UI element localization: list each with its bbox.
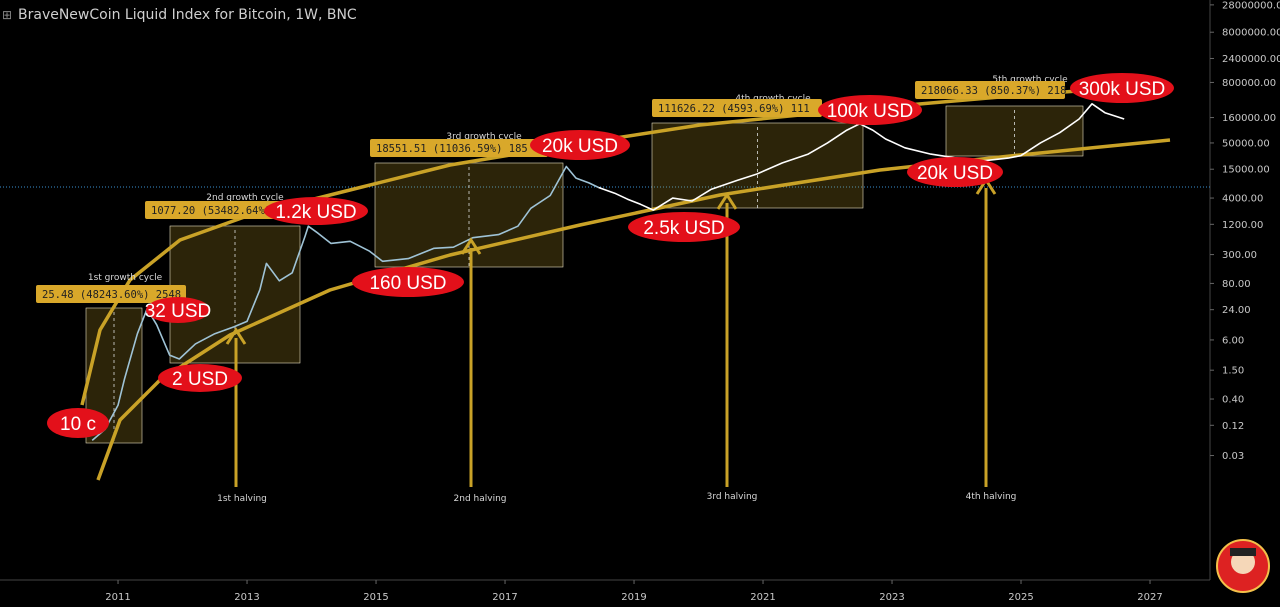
x-tick-label: 2023: [879, 592, 904, 603]
x-tick-label: 2015: [363, 592, 388, 603]
y-tick-label: 1.50: [1222, 366, 1244, 377]
y-tick-label: 6.00: [1222, 335, 1244, 346]
halving-arrowhead: [225, 327, 247, 345]
price-bubble-label: 1.2k USD: [275, 202, 356, 223]
measure-box: [36, 285, 186, 303]
halving-label: 1st halving: [217, 494, 267, 504]
x-tick-label: 2011: [105, 592, 130, 603]
price-bubble-label: 100k USD: [827, 101, 914, 122]
price-bubble-label: 32 USD: [145, 301, 212, 322]
price-bubble: [264, 197, 368, 225]
price-bubble-label: 20k USD: [542, 136, 618, 157]
y-tick-label: 24.00: [1222, 305, 1251, 316]
y-tick-label: 50000.00: [1222, 138, 1270, 149]
x-tick-label: 2021: [750, 592, 775, 603]
price-bubble: [352, 267, 464, 297]
halving-label: 3rd halving: [707, 492, 758, 502]
y-tick-label: 2400000.00: [1222, 54, 1280, 65]
price-bubble: [530, 130, 630, 160]
x-tick-label: 2017: [492, 592, 517, 603]
price-bubble: [818, 95, 922, 125]
price-bubble-label: 2 USD: [172, 369, 228, 390]
price-bubble: [47, 408, 109, 438]
measure-label: 218066.33 (850.37%) 218: [921, 85, 1066, 97]
measure-label: 25.48 (48243.60%) 2548: [42, 289, 181, 301]
growth-cycle-label: 1st growth cycle: [88, 273, 163, 283]
overlays: 1st growth cycle 2nd growth cycle 3rd grow…: [36, 73, 1174, 504]
chart-title: BraveNewCoin Liquid Index for Bitcoin, 1…: [18, 7, 357, 23]
y-tick-label: 0.12: [1222, 421, 1244, 432]
growth-cycle-label: 3rd growth cycle: [446, 132, 522, 142]
y-tick-label: 160000.00: [1222, 113, 1276, 124]
logo: [1216, 539, 1270, 593]
y-tick-label: 15000.00: [1222, 165, 1270, 176]
y-tick-label: 8000000.00: [1222, 28, 1280, 39]
icon: ⊞: [2, 8, 12, 22]
x-tick-label: 2025: [1008, 592, 1033, 603]
price-bubble: [158, 364, 242, 392]
growth-cycle-label: 5th growth cycle: [992, 75, 1068, 85]
halving-arrowhead: [716, 192, 738, 210]
x-tick-label: 2027: [1137, 592, 1162, 603]
price-bubble: [146, 297, 210, 323]
price-bubble-label: 160 USD: [369, 273, 446, 294]
measure-box: [370, 139, 548, 157]
x-tick-label: 2019: [621, 592, 646, 603]
measure-label: 18551.51 (11036.59%) 185: [376, 143, 528, 155]
measure-box: [145, 201, 285, 219]
x-tick-label: 2013: [234, 592, 259, 603]
measure-label: 111626.22 (4593.69%) 111: [658, 103, 810, 115]
cycle-boxes: [85, 105, 1084, 444]
price-bubble-label: 300k USD: [1079, 79, 1166, 100]
y-tick-label: 300.00: [1222, 250, 1257, 261]
y-tick-label: 80.00: [1222, 279, 1251, 290]
halving-label: 4th halving: [966, 492, 1017, 502]
price-bubble-label: 10 c: [60, 414, 96, 435]
growth-cycle-label: 2nd growth cycle: [206, 193, 284, 203]
halving-label: 2nd halving: [454, 494, 507, 504]
measure-box: [652, 99, 822, 117]
price-bubble: [628, 212, 740, 242]
y-tick-label: 28000000.00: [1222, 0, 1280, 11]
price-bubble: [907, 157, 1003, 187]
price-bubble: [1070, 73, 1174, 103]
y-tick-label: 0.03: [1222, 451, 1244, 462]
price-bubble-label: 20k USD: [917, 163, 993, 184]
measure-label: 1077.20 (53482.64%): [151, 205, 271, 217]
y-tick-label: 4000.00: [1222, 194, 1263, 205]
halving-arrowhead: [460, 237, 482, 255]
y-tick-label: 800000.00: [1222, 78, 1276, 89]
measure-box: [915, 81, 1065, 99]
y-tick-label: 0.40: [1222, 395, 1244, 406]
price-line: [91, 165, 599, 442]
y-tick-label: 1200.00: [1222, 220, 1263, 231]
price-bubble-label: 2.5k USD: [643, 218, 724, 239]
